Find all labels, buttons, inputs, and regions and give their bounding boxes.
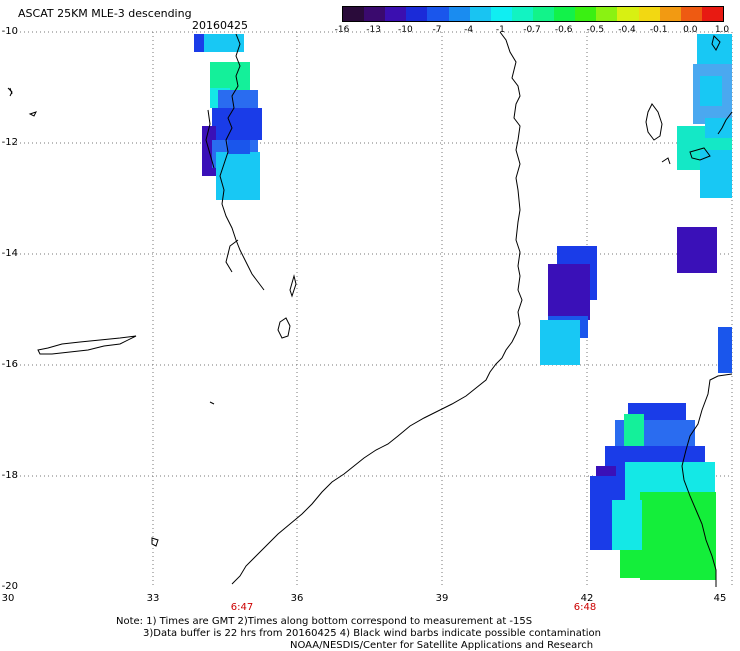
lake-small-4 bbox=[7, 87, 13, 97]
decorative-marks bbox=[9, 87, 13, 95]
wind-cell bbox=[540, 320, 580, 365]
colorbar-swatch bbox=[385, 7, 407, 21]
coastline-africa bbox=[231, 31, 523, 585]
colorbar-tick-label: -13 bbox=[366, 25, 381, 35]
colorbar-tick-label: -1 bbox=[495, 25, 505, 35]
coastlines bbox=[7, 31, 733, 587]
lat-label-10: -10 bbox=[1, 26, 18, 37]
swath-southeast bbox=[590, 403, 716, 580]
pass-time-2: 6:48 bbox=[573, 602, 597, 613]
wind-cell bbox=[228, 140, 250, 154]
colorbar-swatch bbox=[364, 7, 386, 21]
lake-small-6 bbox=[209, 401, 215, 405]
colorbar-tick-label: -7 bbox=[432, 25, 442, 35]
colorbar-tick-label: -4 bbox=[464, 25, 474, 35]
madagascar-north bbox=[717, 111, 733, 135]
wind-cell bbox=[705, 118, 732, 138]
colorbar-tick-label: -0.5 bbox=[586, 25, 605, 35]
colorbar-swatch bbox=[638, 7, 660, 21]
colorbar-swatch bbox=[490, 7, 512, 21]
lake-small-3 bbox=[28, 111, 37, 117]
island-mayotte bbox=[689, 147, 711, 161]
lake-small-1 bbox=[277, 317, 291, 339]
wind-cell bbox=[697, 34, 732, 64]
lake-west-shore bbox=[205, 109, 215, 169]
wind-cell bbox=[194, 34, 204, 52]
swath-northeast bbox=[677, 34, 732, 373]
small-island-se bbox=[661, 157, 671, 165]
colorbar-tick-label: -0.1 bbox=[649, 25, 668, 35]
swath-mid-channel bbox=[540, 246, 597, 365]
lon-label-39: 39 bbox=[435, 593, 449, 604]
wind-cell bbox=[612, 500, 642, 550]
colorbar-swatch bbox=[575, 7, 597, 21]
wind-cell bbox=[700, 150, 732, 198]
pass-time-1: 6:47 bbox=[230, 602, 254, 613]
lake-small-5 bbox=[151, 537, 159, 547]
colorbar-swatch bbox=[427, 7, 449, 21]
lat-label-14: -14 bbox=[1, 248, 18, 259]
colorbar-swatch bbox=[532, 7, 555, 21]
wind-cell bbox=[548, 264, 590, 320]
wind-cell bbox=[718, 327, 732, 373]
colorbar-swatch bbox=[469, 7, 491, 21]
lake-small-2 bbox=[289, 274, 297, 298]
mark bbox=[9, 87, 13, 95]
colorbar bbox=[342, 6, 724, 22]
colorbar-swatch bbox=[448, 7, 470, 21]
colorbar-tick-label: -0.4 bbox=[618, 25, 636, 35]
lon-label-30: 30 bbox=[1, 593, 15, 604]
lon-label-45: 45 bbox=[713, 593, 727, 604]
colorbar-tick-label: -10 bbox=[397, 25, 413, 35]
colorbar-swatch bbox=[343, 7, 365, 21]
lon-label-36: 36 bbox=[290, 593, 304, 604]
colorbar-swatch bbox=[701, 7, 723, 21]
colorbar-tick-label: -16 bbox=[334, 25, 350, 35]
colorbar-swatch bbox=[554, 7, 576, 21]
note-line-3: NOAA/NESDIS/Center for Satellite Applica… bbox=[290, 640, 594, 651]
wind-cell bbox=[677, 227, 717, 273]
island-comoros bbox=[645, 103, 663, 141]
colorbar-swatch bbox=[406, 7, 428, 21]
colorbar-swatch bbox=[659, 7, 681, 21]
wind-cell bbox=[216, 152, 260, 200]
colorbar-swatch bbox=[617, 7, 639, 21]
colorbar-swatch bbox=[680, 7, 702, 21]
lake-kariba bbox=[37, 335, 137, 355]
lat-label-16: -16 bbox=[1, 359, 18, 370]
island-small-north bbox=[711, 35, 721, 51]
colorbar-tick-label: 1.0 bbox=[714, 25, 730, 35]
wind-cell bbox=[204, 34, 244, 52]
note-line-2: 3)Data buffer is 22 hrs from 20160425 4)… bbox=[143, 628, 601, 639]
wind-cell bbox=[212, 108, 262, 140]
madagascar-west-coast bbox=[681, 373, 733, 587]
colorbar-swatch bbox=[511, 7, 533, 21]
lat-label-18: -18 bbox=[1, 470, 18, 481]
lake-malawi bbox=[219, 33, 265, 291]
lon-label-42: 42 bbox=[580, 593, 594, 604]
wind-cell bbox=[218, 90, 258, 112]
wind-cell bbox=[624, 414, 644, 454]
lat-label-12: -12 bbox=[1, 137, 18, 148]
colorbar-tick-label: 0.0 bbox=[683, 25, 698, 35]
wind-cell bbox=[700, 76, 722, 106]
colorbar-swatch bbox=[596, 7, 618, 21]
colorbar-tick-label: -0.6 bbox=[554, 25, 573, 35]
product-title: ASCAT 25KM MLE-3 descending bbox=[18, 7, 192, 20]
note-line-1: Note: 1) Times are GMT 2)Times along bot… bbox=[116, 616, 533, 627]
product-date: 20160425 bbox=[192, 19, 248, 32]
lat-label-20: -20 bbox=[1, 581, 18, 592]
colorbar-ticks: -16 -13 -10 -7 -4 -1 -0.7 -0.6 -0.5 -0.4 -0.1 0.0 1.… bbox=[327, 25, 737, 37]
lon-label-33: 33 bbox=[146, 593, 160, 604]
colorbar-tick-label: -0.7 bbox=[523, 25, 541, 35]
swath-lake-malawi bbox=[194, 34, 262, 200]
